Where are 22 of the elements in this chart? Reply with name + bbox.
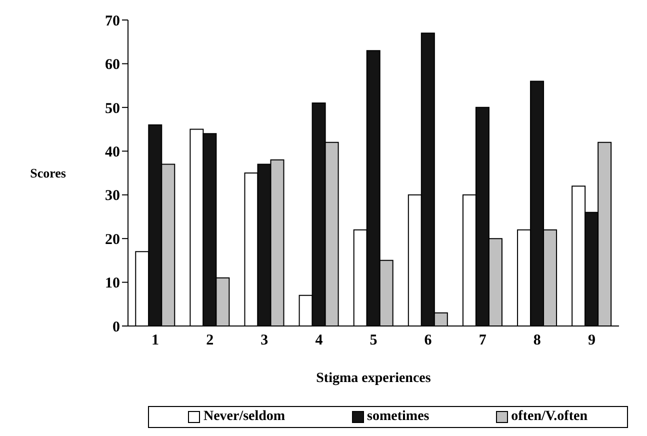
x-tick-label: 2 [206, 332, 214, 349]
x-tick-label: 6 [424, 332, 432, 349]
y-tick-label: 10 [105, 276, 120, 292]
y-tick-label: 60 [105, 57, 120, 74]
legend-label: often/V.often [511, 409, 588, 425]
x-tick-label: 9 [588, 332, 596, 349]
x-tick-label: 5 [370, 332, 378, 349]
x-tick-label: 1 [152, 332, 160, 349]
y-tick-label: 70 [105, 13, 120, 30]
y-tick-label: 50 [105, 100, 120, 117]
y-tick-label: 20 [105, 232, 120, 248]
x-tick-label: 3 [260, 332, 268, 349]
y-axis-title: Scores [30, 166, 66, 181]
x-axis-title: Stigma experiences [316, 371, 432, 386]
legend-label: Never/seldom [203, 409, 286, 425]
y-tick-label: 30 [105, 188, 120, 204]
y-tick-label: 40 [105, 144, 120, 160]
legend-label: sometimes [367, 409, 430, 425]
x-tick-label: 4 [315, 332, 324, 349]
x-tick-label: 7 [478, 332, 487, 349]
x-tick-label: 8 [533, 332, 541, 349]
y-tick-label: 0 [112, 319, 120, 336]
